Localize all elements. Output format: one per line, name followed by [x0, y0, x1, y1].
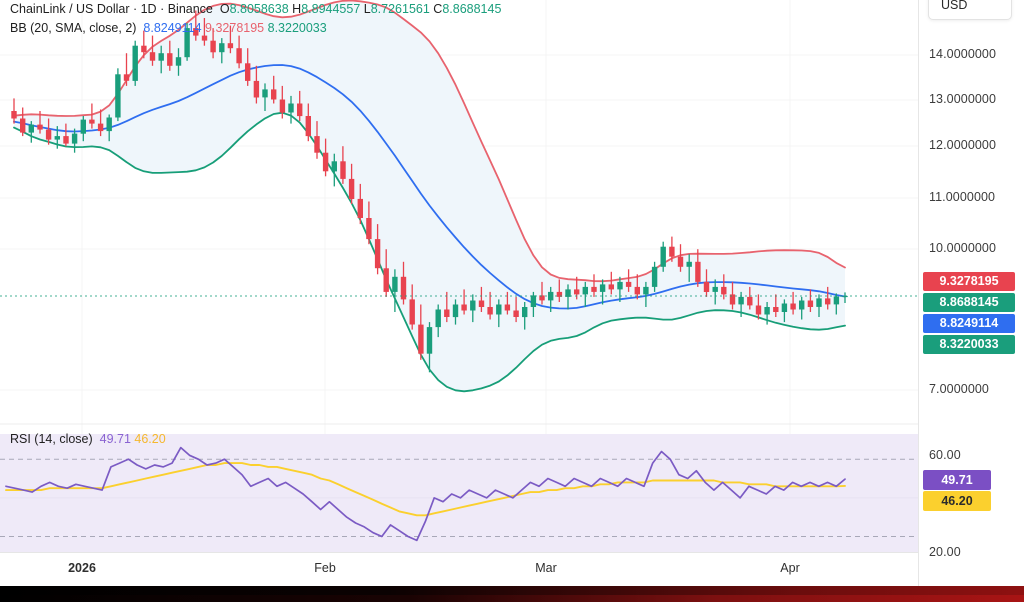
price-axis-tick: 14.0000000 [929, 47, 997, 61]
rsi-axis-tick: 60.00 [929, 448, 961, 462]
price-badge[interactable]: 9.3278195 [923, 272, 1015, 291]
time-axis-label: 2026 [68, 561, 96, 575]
rsi-axis-tick: 20.00 [929, 545, 961, 559]
time-axis-label: Mar [535, 561, 557, 575]
rsi-badge[interactable]: 46.20 [923, 491, 991, 511]
price-badge[interactable]: 8.8249114 [923, 314, 1015, 333]
price-axis-tick: 11.0000000 [929, 190, 996, 204]
rsi-badge[interactable]: 49.71 [923, 470, 991, 490]
price-axis-tick: 7.0000000 [929, 382, 989, 396]
time-axis[interactable]: 2026 Feb Mar Apr [0, 552, 918, 587]
chart-canvas [0, 0, 918, 554]
price-badge[interactable]: 8.8688145 [923, 293, 1015, 312]
price-axis[interactable]: 14.0000000 13.0000000 12.0000000 11.0000000… [918, 0, 1024, 586]
price-axis-tick: 12.0000000 [929, 138, 997, 152]
bottom-strip-inner [0, 595, 1024, 602]
chart-plot-area[interactable] [0, 0, 918, 586]
time-axis-label: Apr [780, 561, 800, 575]
price-badge[interactable]: 8.3220033 [923, 335, 1015, 354]
time-axis-label: Feb [314, 561, 336, 575]
price-axis-tick: 10.0000000 [929, 241, 997, 255]
currency-label: USD [941, 0, 968, 12]
bottom-strip [0, 586, 1024, 602]
price-axis-tick: 13.0000000 [929, 92, 997, 106]
currency-pill[interactable]: USD [928, 0, 1012, 20]
